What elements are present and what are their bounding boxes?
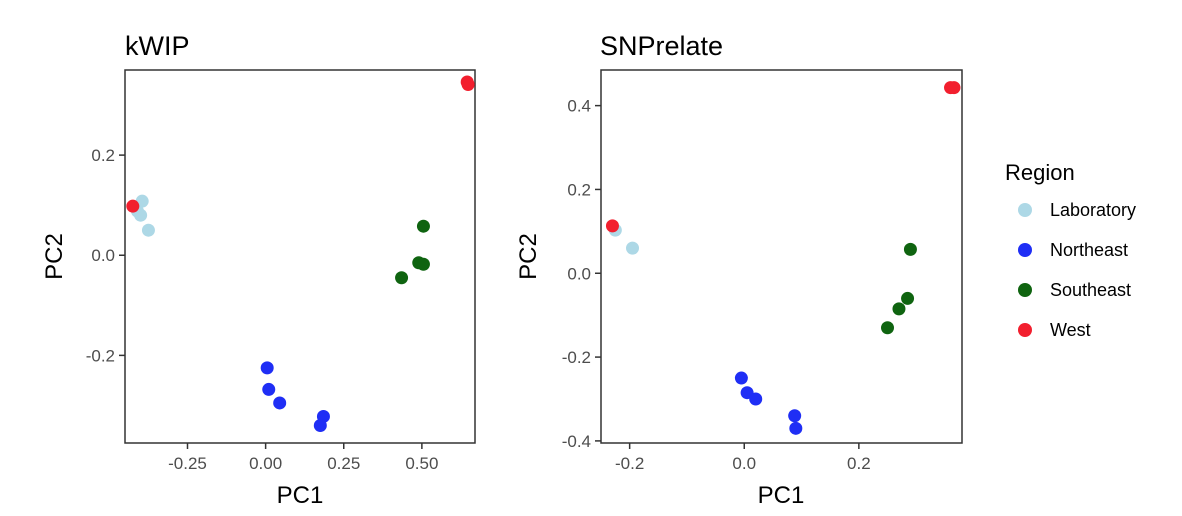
point-southeast [901, 291, 915, 305]
y-tick-label: 0.0 [91, 246, 115, 265]
legend-key-laboratory [1018, 203, 1032, 217]
x-tick-label: -0.2 [615, 454, 644, 473]
x-tick-label: -0.25 [168, 454, 207, 473]
y-tick-label: 0.2 [91, 146, 115, 165]
point-west [461, 78, 475, 92]
point-southeast [881, 321, 895, 335]
legend-title: Region [1005, 160, 1075, 185]
point-west [126, 199, 140, 213]
plot-border [600, 69, 963, 444]
panel-kwip: kWIP -0.25 0.00 0.25 0.50 -0.2 0.0 0.2 PC1 PC2 [41, 31, 476, 509]
point-west [947, 81, 961, 95]
legend-items: Laboratory Northeast Southeast West [1018, 200, 1136, 340]
y-axis-label: PC2 [515, 233, 542, 280]
x-tick-label: 0.0 [732, 454, 756, 473]
panel-snprelate: SNPrelate -0.2 0.0 0.2 -0.4 -0.2 0.0 0.2 0.4 PC… [515, 31, 963, 509]
x-axis-label: PC1 [758, 482, 805, 509]
point-northeast [788, 409, 802, 423]
point-laboratory [141, 223, 155, 237]
point-laboratory [134, 208, 148, 222]
x-axis-label: PC1 [277, 482, 324, 509]
y-tick-label: 0.0 [567, 264, 591, 283]
point-southeast [892, 302, 906, 316]
point-southeast [416, 219, 430, 233]
x-tick-label: 0.00 [249, 454, 282, 473]
tick-group: -0.2 0.0 0.2 -0.4 -0.2 0.0 0.2 0.4 [562, 97, 871, 473]
point-southeast [395, 271, 409, 285]
point-laboratory [626, 241, 640, 255]
point-group [605, 81, 961, 435]
panel-title: SNPrelate [600, 31, 723, 61]
y-axis-label: PC2 [41, 233, 68, 280]
x-tick-label: 0.2 [847, 454, 871, 473]
y-tick-label: 0.4 [567, 97, 591, 116]
legend-label-west: West [1050, 320, 1091, 340]
point-west [605, 219, 619, 233]
point-northeast [273, 396, 287, 410]
y-tick-label: 0.2 [567, 180, 591, 199]
y-tick-label: -0.4 [562, 432, 591, 451]
point-group [126, 75, 475, 432]
y-tick-label: -0.2 [562, 348, 591, 367]
point-southeast [903, 242, 917, 256]
legend-label-northeast: Northeast [1050, 240, 1128, 260]
tick-group: -0.25 0.00 0.25 0.50 -0.2 0.0 0.2 [86, 146, 439, 473]
point-northeast [313, 418, 327, 432]
point-northeast [262, 382, 276, 396]
legend-key-northeast [1018, 243, 1032, 257]
x-tick-label: 0.50 [405, 454, 438, 473]
point-northeast [749, 392, 763, 406]
legend-label-laboratory: Laboratory [1050, 200, 1136, 220]
point-southeast [416, 257, 430, 271]
legend-label-southeast: Southeast [1050, 280, 1131, 300]
legend-key-southeast [1018, 283, 1032, 297]
y-tick-label: -0.2 [86, 346, 115, 365]
point-northeast [789, 421, 803, 435]
legend: Region Laboratory Northeast Southeast West [1005, 160, 1136, 340]
plot-border [124, 69, 476, 444]
point-northeast [734, 371, 748, 385]
legend-key-west [1018, 323, 1032, 337]
point-northeast [260, 361, 274, 375]
panel-title: kWIP [125, 31, 190, 61]
x-tick-label: 0.25 [327, 454, 360, 473]
